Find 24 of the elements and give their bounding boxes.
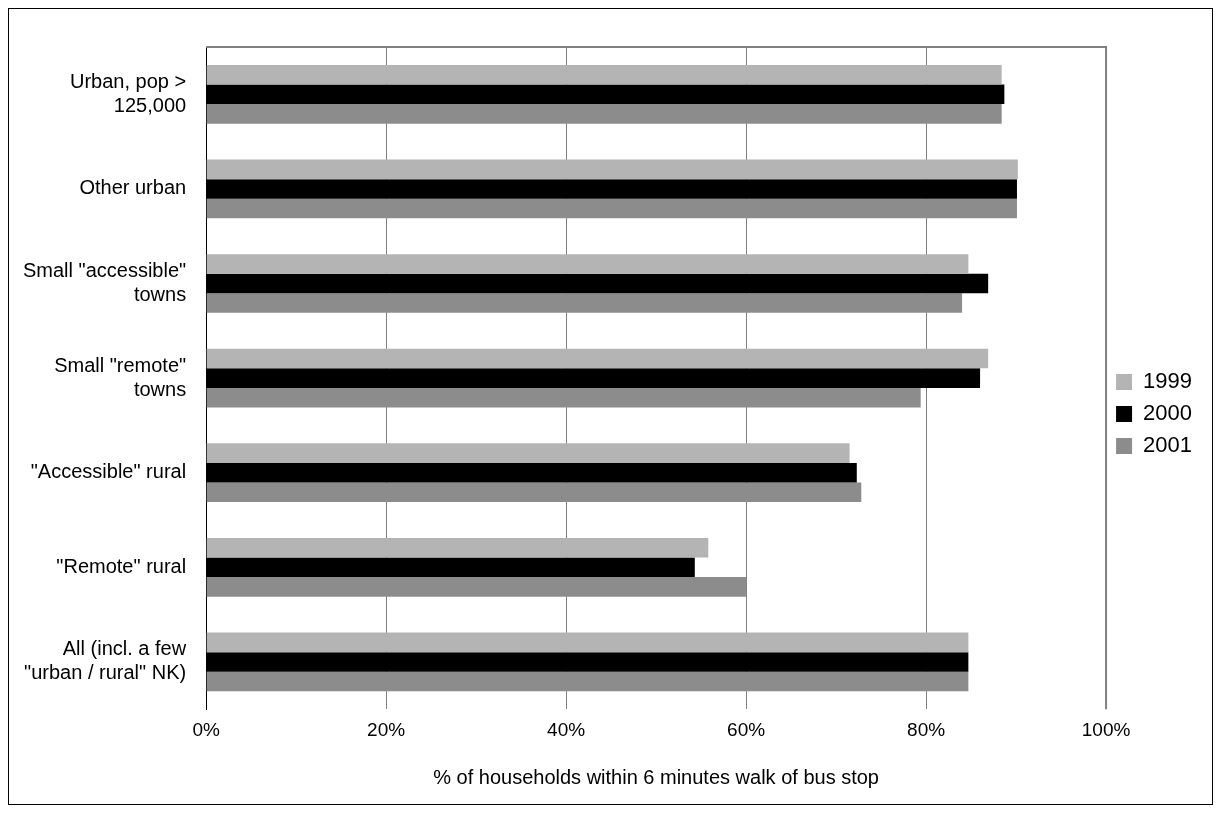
y-tick-label: Other urban [79, 176, 187, 199]
bar [206, 159, 1018, 180]
y-tick-label: Small "remote" towns [54, 353, 187, 400]
x-axis-title: % of households within 6 minutes walk of bus stop [433, 765, 880, 788]
x-tick-label: 60% [727, 718, 766, 740]
bar [206, 348, 989, 369]
x-tick-label: 40% [547, 718, 586, 740]
bar [206, 254, 969, 274]
bar [206, 632, 969, 653]
x-tick-label: 0% [192, 718, 220, 740]
bar [206, 64, 1002, 85]
y-tick-label: "Remote" rural [56, 554, 187, 577]
bar [206, 443, 850, 463]
legend-label: 1999 [1143, 368, 1193, 394]
y-tick-label: All (incl. a few "urban / rural" NK) [24, 637, 187, 684]
x-tick-label: 20% [367, 718, 406, 740]
legend-label: 2000 [1143, 400, 1193, 426]
legend-label: 2001 [1143, 432, 1193, 458]
x-tick-label: 80% [907, 718, 946, 740]
bar [206, 537, 709, 558]
y-tick-label: "Accessible" rural [30, 460, 187, 483]
y-tick-label: Small "accessible" towns [22, 259, 187, 306]
y-tick-label: Urban, pop > 125,000 [69, 69, 187, 116]
x-tick-label: 100% [1081, 718, 1131, 740]
